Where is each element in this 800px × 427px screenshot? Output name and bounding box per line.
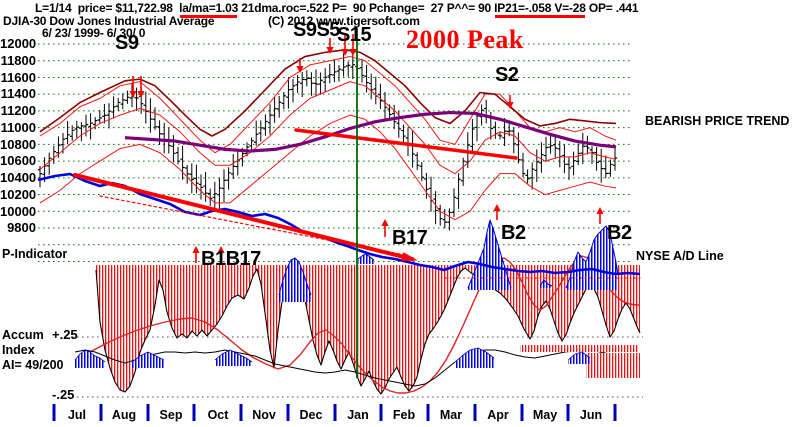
bearish-trend-note: BEARISH PRICE TREND (645, 114, 790, 128)
signal-label-s9s5: S9S5 (293, 19, 340, 41)
y-tick: 11800 (0, 53, 36, 68)
month-label: Nov (252, 408, 276, 422)
month-label: Jan (347, 408, 369, 422)
index-label: Index (2, 343, 35, 357)
month-label: Dec (299, 408, 323, 422)
lama-value: la/ma=1.03 (179, 1, 239, 15)
nyse-ad-line-label: NYSE A/D Line (636, 249, 724, 263)
y-tick: 10000 (0, 204, 37, 219)
plus25-tick: +.25 (52, 327, 78, 342)
status-mid: 21dma.roc=.522 P= 90 Pchange= 27 P^^= 90 (238, 1, 495, 15)
y-tick: 10200 (0, 187, 37, 202)
month-label: Aug (111, 408, 137, 422)
status-left: L=1/14 price= $11,722.98 (35, 1, 180, 15)
status-line: L=1/14 price= $11,722.98 la/ma=1.03 21dm… (35, 2, 638, 15)
y-tick: 9800 (7, 220, 36, 235)
peak-annotation: 2000 Peak (406, 25, 524, 54)
y-tick: 11600 (0, 70, 36, 85)
y-tick: 11400 (0, 86, 36, 101)
signal-label-b2-right: B2 (607, 222, 632, 244)
ip21-value: IP21=-.058 V=-28 (494, 1, 586, 15)
y-tick: 12000 (0, 36, 37, 51)
date-range: 6/ 23/ 1999- 6/ 30/ 0 (42, 26, 146, 40)
month-label: Apr (487, 408, 509, 422)
month-label: Mar (439, 408, 463, 422)
month-label: Oct (207, 408, 229, 422)
signal-label-s15: S15 (337, 24, 372, 46)
y-tick: 10600 (0, 153, 37, 168)
signal-label-s2: S2 (495, 64, 519, 86)
y-tick: 11000 (0, 120, 36, 135)
y-tick: 10400 (0, 170, 37, 185)
accum-label: Accum (2, 328, 44, 342)
signal-label-s9: S9 (115, 32, 139, 54)
ai-value-label: AI= 49/200 (2, 358, 64, 372)
p-indicator-label: P-Indicator (2, 247, 68, 261)
signal-label-b1b17: B1B17 (201, 248, 261, 270)
month-label: Jul (67, 408, 87, 422)
y-tick: 10800 (0, 137, 37, 152)
symbol-title: DJIA-30 Dow Jones Industrial Average (3, 14, 215, 28)
month-label: Feb (392, 408, 416, 422)
copyright: (C) 2012 www.tigersoft.com (268, 14, 420, 28)
minus25-tick: -.25 (52, 387, 75, 402)
month-label: May (532, 408, 558, 422)
op-value: OP= .441 (585, 1, 639, 15)
y-tick: 11200 (0, 103, 36, 118)
month-label: Jun (579, 408, 603, 422)
month-label: Sep (159, 408, 183, 422)
signal-label-b17: B17 (392, 227, 428, 249)
signal-label-b2: B2 (501, 222, 526, 244)
